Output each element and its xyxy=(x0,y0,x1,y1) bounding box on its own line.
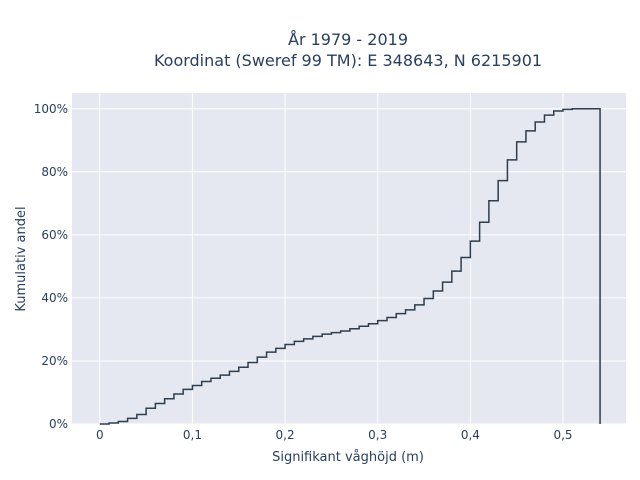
x-tick-label: 0 xyxy=(96,428,104,442)
x-tick-label: 0,1 xyxy=(183,428,202,442)
plot-area xyxy=(72,93,626,424)
y-tick-label: 80% xyxy=(41,165,68,179)
y-tick-label: 100% xyxy=(34,102,68,116)
y-axis-title: Kumulativ andel xyxy=(14,206,29,311)
series-line xyxy=(99,108,601,425)
x-tick-label: 0,2 xyxy=(276,428,295,442)
ticks: 0 0,1 0,2 0,3 0,4 0,5 0% 20% 40% 60% 80% 100% xyxy=(34,102,573,442)
y-tick-label: 60% xyxy=(41,228,68,242)
grid xyxy=(72,93,626,425)
chart-subtitle: Koordinat (Sweref 99 TM): E 348643, N 62… xyxy=(154,51,542,70)
x-tick-label: 0,4 xyxy=(461,428,480,442)
x-axis-title: Signifikant våghöjd (m) xyxy=(272,450,424,465)
y-tick-label: 0% xyxy=(49,417,68,431)
x-tick-label: 0,5 xyxy=(553,428,572,442)
chart-title: År 1979 - 2019 xyxy=(288,30,408,49)
y-tick-label: 20% xyxy=(41,354,68,368)
y-tick-label: 40% xyxy=(41,291,68,305)
x-tick-label: 0,3 xyxy=(368,428,387,442)
